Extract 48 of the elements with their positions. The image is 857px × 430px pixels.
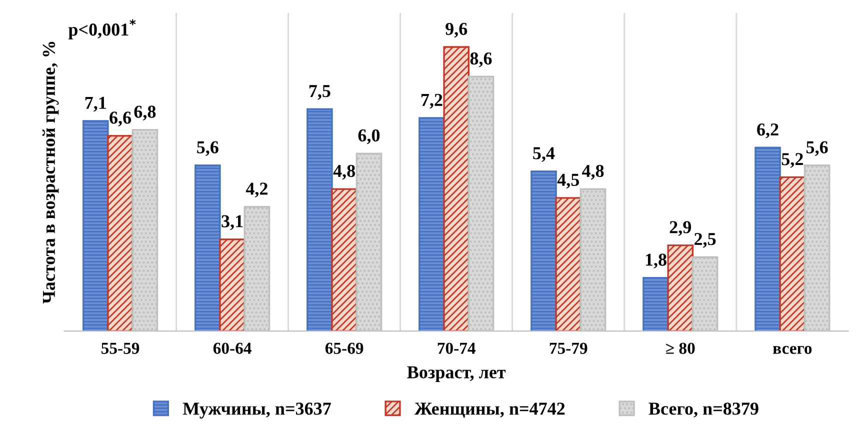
bar — [194, 164, 221, 332]
bar — [443, 46, 470, 332]
text: p<0,001$^{*}$ — [68, 19, 136, 40]
data-label: 6,8 — [134, 106, 156, 120]
data-label: 3,1 — [222, 215, 243, 230]
data-label: 5,2 — [782, 153, 803, 168]
legend-label: Мужчины, n=3637 — [182, 402, 331, 419]
bar — [82, 120, 109, 332]
legend-label: Женщины, n=4742 — [414, 402, 565, 418]
data-label: 2,5 — [694, 232, 716, 248]
bar — [331, 188, 358, 332]
data-label: 7,2 — [421, 94, 442, 109]
x-tick-label: 60-64 — [213, 342, 252, 354]
data-label: 7,5 — [309, 85, 330, 100]
data-label: 4,8 — [333, 164, 356, 180]
data-label: 6,0 — [358, 129, 380, 144]
bar — [779, 176, 806, 332]
x-axis-title: Возраст, лет — [407, 366, 506, 382]
x-tick-label: 75-79 — [550, 342, 588, 354]
data-label: 4,2 — [246, 182, 268, 198]
bar — [418, 117, 445, 332]
bar — [642, 276, 669, 332]
x-tick-label: всего — [773, 346, 812, 354]
data-label: 6,2 — [757, 123, 778, 138]
bar — [107, 134, 134, 332]
bar — [754, 146, 781, 332]
bar — [667, 244, 694, 332]
data-label: 2,9 — [670, 221, 692, 236]
data-label: 6,6 — [110, 112, 132, 126]
data-label: 8,6 — [470, 52, 492, 68]
bar — [555, 197, 582, 332]
x-tick-label: ≥ 80 — [666, 342, 695, 354]
data-label: 5,4 — [533, 147, 555, 162]
data-label: 5,6 — [806, 141, 828, 156]
y-axis-title: Частота в возрастной группе, % — [42, 42, 59, 304]
bar — [219, 238, 246, 332]
data-label: 4,8 — [582, 164, 604, 180]
x-tick-label: 70-74 — [438, 342, 476, 354]
bar — [306, 108, 333, 332]
data-label: 7,1 — [85, 96, 106, 112]
x-tick-label: 65-69 — [325, 342, 364, 354]
data-label: 4,5 — [557, 174, 579, 189]
data-label: 1,8 — [646, 254, 666, 268]
legend-label: Всего, n=8379 — [648, 402, 758, 418]
bar — [530, 170, 557, 332]
x-tick-label: 55-59 — [102, 342, 140, 354]
data-label: 5,6 — [197, 141, 218, 156]
data-label: 9,6 — [446, 22, 468, 38]
